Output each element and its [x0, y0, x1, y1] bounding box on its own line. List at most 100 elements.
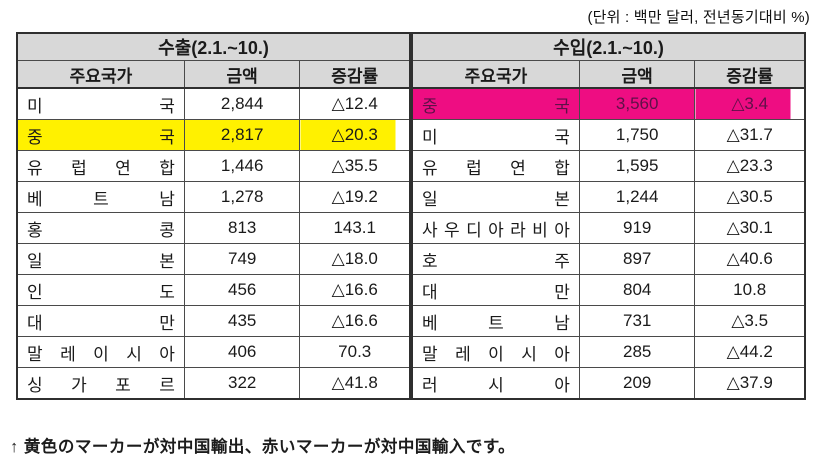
table-row: 말 레 이 시 아 406 70.3	[16, 336, 411, 368]
amount-cell: 2,817	[183, 119, 301, 151]
rate-cell: 10.8	[694, 274, 806, 306]
table-row: 미 국 2,844 △12.4	[16, 87, 411, 120]
amount-cell: 749	[183, 243, 301, 275]
export-column-header-row: 주요국가 금액 증감률	[16, 60, 411, 89]
table-row: 중 국 2,817 △20.3	[16, 119, 411, 151]
amount-cell: 1,750	[578, 119, 696, 151]
amount-cell: 456	[183, 274, 301, 306]
rate-cell: △35.5	[299, 150, 411, 182]
amount-cell: 1,446	[183, 150, 301, 182]
rate-cell: △19.2	[299, 181, 411, 213]
amount-cell: 804	[578, 274, 696, 306]
rate-cell: △20.3	[299, 119, 411, 151]
table-row: 대 만 435 △16.6	[16, 305, 411, 337]
table-row: 베 트 남 1,278 △19.2	[16, 181, 411, 213]
amount-cell: 2,844	[183, 87, 301, 120]
amount-cell: 1,278	[183, 181, 301, 213]
amount-cell: 919	[578, 212, 696, 244]
table-row: 일 본 749 △18.0	[16, 243, 411, 275]
table-row: 인 도 456 △16.6	[16, 274, 411, 306]
table-row: 베 트 남 731 △3.5	[411, 305, 806, 337]
rate-cell: △30.1	[694, 212, 806, 244]
table-row: 일 본 1,244 △30.5	[411, 181, 806, 213]
import-column-header-row: 주요국가 금액 증감률	[411, 60, 806, 89]
table-row: 사 우 디 아 라 비 아 919 △30.1	[411, 212, 806, 244]
table-row: 미 국 1,750 △31.7	[411, 119, 806, 151]
amount-cell: 897	[578, 243, 696, 275]
rate-cell: △23.3	[694, 150, 806, 182]
export-table-body: 미 국 2,844 △12.4 중 국 2,817 △20.3 유 럽 연 합 1,446 △35.5 베 트…	[16, 87, 411, 400]
table-row: 러 시 아 209 △37.9	[411, 367, 806, 400]
amount-cell: 731	[578, 305, 696, 337]
amount-cell: 1,595	[578, 150, 696, 182]
rate-cell: 70.3	[299, 336, 411, 368]
export-col-rate: 증감률	[299, 60, 411, 89]
table-row: 대 만 804 10.8	[411, 274, 806, 306]
rate-cell: △30.5	[694, 181, 806, 213]
amount-cell: 322	[183, 367, 301, 400]
rate-cell: △3.5	[694, 305, 806, 337]
amount-cell: 3,560	[578, 87, 696, 120]
rate-cell: △37.9	[694, 367, 806, 400]
rate-cell: △40.6	[694, 243, 806, 275]
table-row: 유 럽 연 합 1,446 △35.5	[16, 150, 411, 182]
rate-cell: △31.7	[694, 119, 806, 151]
amount-cell: 813	[183, 212, 301, 244]
export-col-country: 주요국가	[16, 60, 185, 89]
rate-cell: 143.1	[299, 212, 411, 244]
import-col-country: 주요국가	[411, 60, 580, 89]
amount-cell: 209	[578, 367, 696, 400]
rate-cell: △44.2	[694, 336, 806, 368]
rate-cell: △16.6	[299, 274, 411, 306]
tables-container: 수출(2.1.~10.) 주요국가 금액 증감률 미 국 2,844 △12.4 중 국 2…	[16, 32, 806, 400]
rate-cell: △12.4	[299, 87, 411, 120]
import-table: 수입(2.1.~10.) 주요국가 금액 증감률 중 국 3,560 △3.4 미 국 1,…	[411, 32, 806, 400]
table-row: 홍 콩 813 143.1	[16, 212, 411, 244]
rate-cell: △18.0	[299, 243, 411, 275]
rate-cell: △3.4	[694, 87, 806, 120]
amount-cell: 1,244	[578, 181, 696, 213]
table-row: 호 주 897 △40.6	[411, 243, 806, 275]
export-table: 수출(2.1.~10.) 주요국가 금액 증감률 미 국 2,844 △12.4 중 국 2…	[16, 32, 411, 400]
amount-cell: 435	[183, 305, 301, 337]
table-row: 말 레 이 시 아 285 △44.2	[411, 336, 806, 368]
rate-cell: △16.6	[299, 305, 411, 337]
export-table-title: 수출(2.1.~10.)	[16, 32, 411, 61]
table-row: 중 국 3,560 △3.4	[411, 87, 806, 120]
amount-cell: 285	[578, 336, 696, 368]
rate-cell: △41.8	[299, 367, 411, 400]
amount-cell: 406	[183, 336, 301, 368]
table-row: 유 럽 연 합 1,595 △23.3	[411, 150, 806, 182]
import-col-amount: 금액	[578, 60, 696, 89]
import-col-rate: 증감률	[694, 60, 806, 89]
unit-note: (단위 : 백만 달러, 전년동기대비 %)	[587, 9, 810, 26]
table-row: 싱 가 포 르 322 △41.8	[16, 367, 411, 400]
export-col-amount: 금액	[183, 60, 301, 89]
import-title-row: 수입(2.1.~10.)	[411, 32, 806, 61]
import-table-body: 중 국 3,560 △3.4 미 국 1,750 △31.7 유 럽 연 합 1,595 △23.3 일 본 1…	[411, 87, 806, 400]
import-table-title: 수입(2.1.~10.)	[411, 32, 806, 61]
caption: ↑ 黄色のマーカーが対中国輸出、赤いマーカーが対中国輸入です。	[10, 438, 516, 456]
export-title-row: 수출(2.1.~10.)	[16, 32, 411, 61]
